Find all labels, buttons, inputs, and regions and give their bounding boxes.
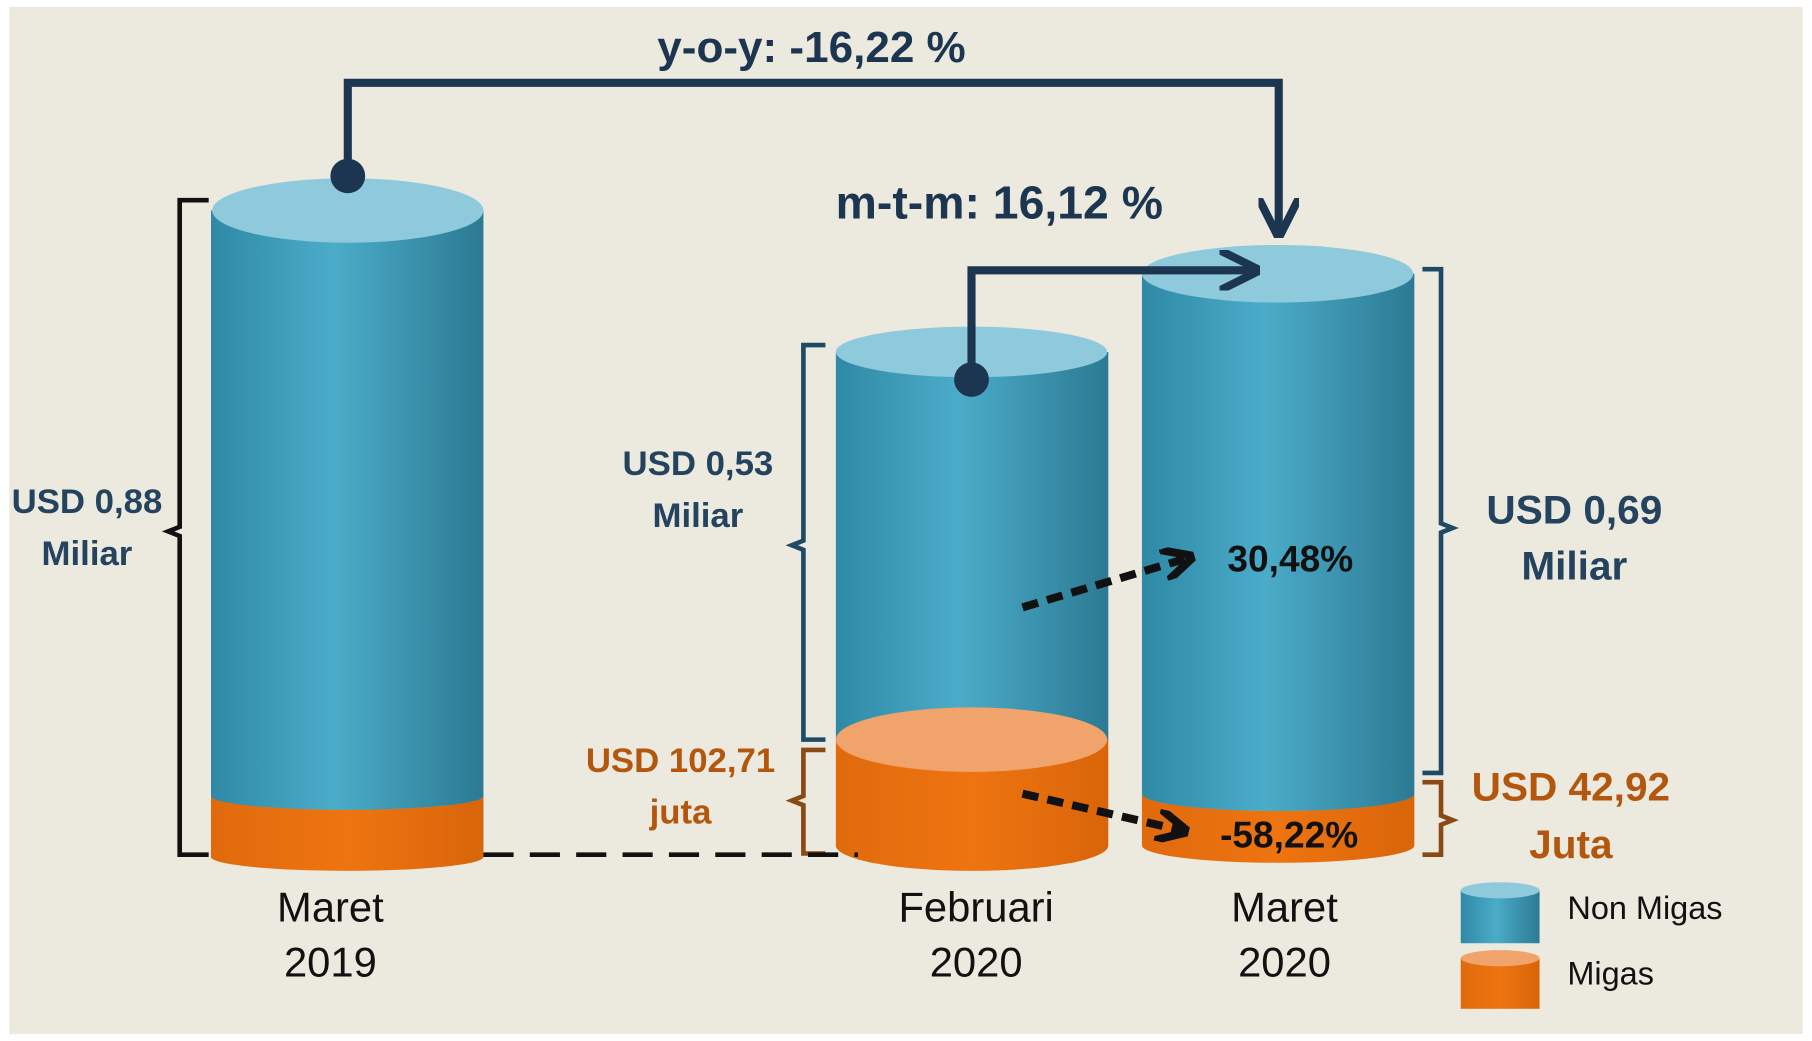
value-label: Juta [1529, 821, 1613, 867]
legend-label: Non Migas [1567, 890, 1722, 926]
value-label: juta [649, 794, 713, 832]
value-label: Miliar [1521, 543, 1627, 589]
value-label: USD 0,69 [1486, 487, 1662, 533]
column-labels: Maret 2019 Februari 2020 Maret 2020 [277, 884, 1338, 986]
brackets [161, 197, 1459, 857]
cylinder-februari-2020 [835, 326, 1109, 871]
mtm: m-t-m: 16,12 % [836, 177, 1163, 229]
dot [954, 362, 989, 397]
value-label: USD 0,53 [623, 445, 774, 483]
value-label: USD 42,92 [1472, 764, 1670, 810]
column-label: 2020 [1238, 939, 1331, 986]
column-label: Februari [898, 884, 1053, 931]
cylinder-maret-2020 [1141, 245, 1415, 863]
dotted-arrows [1021, 558, 1189, 831]
column-label: Maret [1231, 884, 1338, 931]
value-label: USD 0,88 [12, 483, 163, 521]
arrows [343, 78, 1279, 380]
dot [330, 158, 366, 194]
column-label: Maret [277, 884, 384, 931]
texts: y-o-y: -16,22 % m-t-m: 16,12 % 30,48% -5… [12, 23, 1670, 867]
yoy: y-o-y: -16,22 % [657, 23, 965, 72]
column-label: 2020 [930, 939, 1023, 986]
value-label: USD 102,71 [586, 742, 775, 780]
cylinder-maret-2019 [210, 178, 484, 871]
value-label: Miliar [653, 497, 744, 535]
growth: 30,48% [1227, 539, 1353, 580]
legend-label: Migas [1567, 956, 1654, 992]
value-label: Miliar [42, 535, 133, 573]
legend: Non Migas Migas [1460, 882, 1723, 1009]
growth: -58,22% [1220, 815, 1358, 856]
column-label: 2019 [284, 939, 377, 986]
